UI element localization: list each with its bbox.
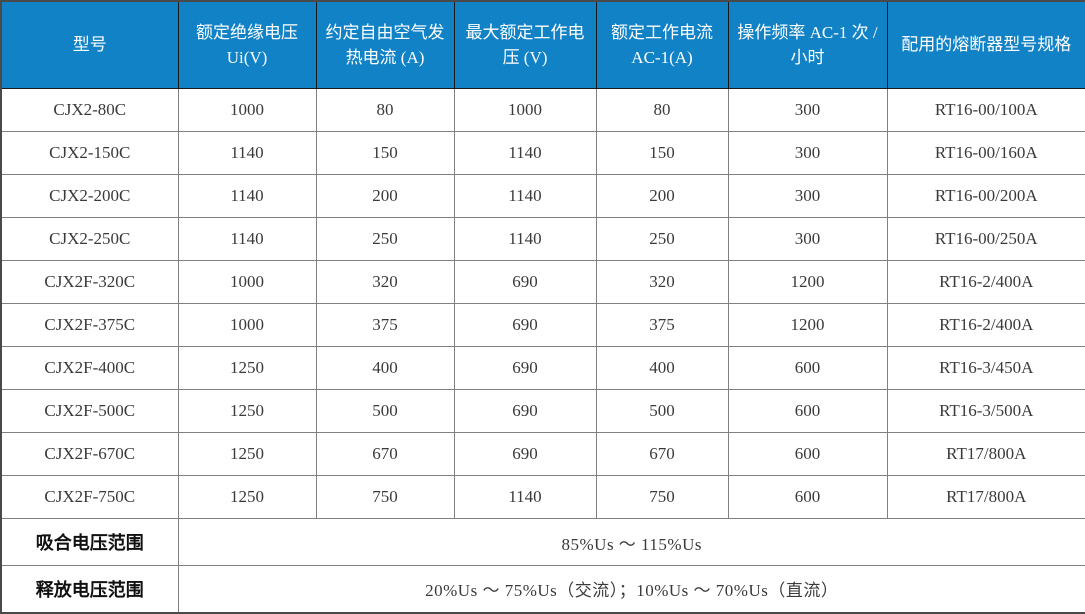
table-cell: 80	[595, 88, 729, 132]
table-cell: 300	[727, 174, 888, 218]
table-cell: 1000	[177, 260, 317, 304]
table-cell: 600	[727, 346, 888, 390]
table-cell: 320	[315, 260, 455, 304]
table-cell: CJX2-250C	[0, 217, 179, 261]
table-row: CJX2-150C 1140 150 1140 150 300 RT16-00/160A	[0, 131, 1085, 175]
table-cell: RT17/800A	[886, 432, 1085, 476]
table-cell: 1000	[177, 88, 317, 132]
table-cell: 375	[315, 303, 455, 347]
table-cell: 1140	[177, 217, 317, 261]
column-header-matching-fuse-spec: 配用的熔断器型号规格	[886, 0, 1085, 89]
table-cell: RT16-2/400A	[886, 260, 1085, 304]
footer-value-pickup-voltage-range: 85%Us ～ 115%Us	[177, 518, 1085, 566]
table-cell: 600	[727, 432, 888, 476]
table-cell: CJX2F-320C	[0, 260, 179, 304]
table-row: CJX2-80C 1000 80 1000 80 300 RT16-00/100A	[0, 88, 1085, 132]
table-cell: RT16-00/100A	[886, 88, 1085, 132]
table-cell: 300	[727, 217, 888, 261]
table-row: CJX2-250C 1140 250 1140 250 300 RT16-00/250A	[0, 217, 1085, 261]
table-row: CJX2F-750C 1250 750 1140 750 600 RT17/800A	[0, 475, 1085, 519]
footer-value-release-voltage-range: 20%Us ～ 75%Us（交流）；10%Us ～ 70%Us（直流）	[177, 565, 1085, 613]
table-cell: 1140	[453, 217, 597, 261]
table-cell: 375	[595, 303, 729, 347]
table-cell: 600	[727, 389, 888, 433]
table-cell: RT16-00/160A	[886, 131, 1085, 175]
table-cell: 690	[453, 389, 597, 433]
table-cell: 690	[453, 346, 597, 390]
table-cell: 1250	[177, 346, 317, 390]
table-cell: 1140	[453, 174, 597, 218]
footer-row-pickup-voltage: 吸合电压范围 85%Us ～ 115%Us	[0, 518, 1085, 566]
table-cell: 500	[595, 389, 729, 433]
table-row: CJX2-200C 1140 200 1140 200 300 RT16-00/200A	[0, 174, 1085, 218]
table-cell: RT16-00/200A	[886, 174, 1085, 218]
table-cell: 1140	[453, 131, 597, 175]
table-cell: CJX2F-500C	[0, 389, 179, 433]
table-cell: 690	[453, 260, 597, 304]
table-cell: CJX2F-400C	[0, 346, 179, 390]
table-cell: 1140	[177, 174, 317, 218]
table-cell: 750	[315, 475, 455, 519]
column-header-max-rated-operating-voltage: 最大额定工作电压 (V)	[453, 0, 597, 89]
table-footer: 吸合电压范围 85%Us ～ 115%Us 释放电压范围 20%Us ～ 75%…	[0, 518, 1085, 613]
column-header-operating-frequency: 操作频率 AC-1 次 / 小时	[727, 0, 888, 89]
table-cell: CJX2F-750C	[0, 475, 179, 519]
table-cell: RT16-3/450A	[886, 346, 1085, 390]
table-cell: RT16-00/250A	[886, 217, 1085, 261]
footer-label-release-voltage-range: 释放电压范围	[0, 565, 179, 613]
column-header-rated-insulation-voltage: 额定绝缘电压 Ui(V)	[177, 0, 317, 89]
table-cell: 670	[315, 432, 455, 476]
table-cell: 200	[315, 174, 455, 218]
table-cell: RT16-3/500A	[886, 389, 1085, 433]
table-cell: 690	[453, 303, 597, 347]
table-row: CJX2F-375C 1000 375 690 375 1200 RT16-2/400A	[0, 303, 1085, 347]
table-cell: CJX2-80C	[0, 88, 179, 132]
table-cell: 600	[727, 475, 888, 519]
footer-row-release-voltage: 释放电压范围 20%Us ～ 75%Us（交流）；10%Us ～ 70%Us（直…	[0, 565, 1085, 613]
table-cell: 1200	[727, 260, 888, 304]
header-row: 型号 额定绝缘电压 Ui(V) 约定自由空气发热电流 (A) 最大额定工作电压 …	[0, 0, 1085, 89]
table-row: CJX2F-400C 1250 400 690 400 600 RT16-3/450A	[0, 346, 1085, 390]
table-row: CJX2F-670C 1250 670 690 670 600 RT17/800A	[0, 432, 1085, 476]
table-cell: CJX2F-670C	[0, 432, 179, 476]
table-row: CJX2F-320C 1000 320 690 320 1200 RT16-2/400A	[0, 260, 1085, 304]
table-cell: 1140	[453, 475, 597, 519]
table-cell: 150	[595, 131, 729, 175]
table-cell: 670	[595, 432, 729, 476]
table-cell: RT16-2/400A	[886, 303, 1085, 347]
table-cell: 1140	[177, 131, 317, 175]
table-cell: CJX2F-375C	[0, 303, 179, 347]
footer-label-pickup-voltage-range: 吸合电压范围	[0, 518, 179, 566]
table-cell: RT17/800A	[886, 475, 1085, 519]
table-cell: 400	[315, 346, 455, 390]
table-body: CJX2-80C 1000 80 1000 80 300 RT16-00/100A CJX2-…	[0, 88, 1085, 519]
table-row: CJX2F-500C 1250 500 690 500 600 RT16-3/500A	[0, 389, 1085, 433]
table-cell: CJX2-200C	[0, 174, 179, 218]
table-cell: 300	[727, 88, 888, 132]
table-cell: 1200	[727, 303, 888, 347]
table-cell: 300	[727, 131, 888, 175]
table-cell: 1000	[453, 88, 597, 132]
table-cell: 500	[315, 389, 455, 433]
table-cell: 250	[315, 217, 455, 261]
table-cell: 1250	[177, 432, 317, 476]
table-cell: 320	[595, 260, 729, 304]
table-cell: 400	[595, 346, 729, 390]
table-cell: 1250	[177, 475, 317, 519]
table-cell: 1250	[177, 389, 317, 433]
table-cell: 750	[595, 475, 729, 519]
table-cell: 150	[315, 131, 455, 175]
table-cell: 80	[315, 88, 455, 132]
table-cell: 1000	[177, 303, 317, 347]
table-cell: 690	[453, 432, 597, 476]
column-header-model: 型号	[0, 0, 179, 89]
column-header-conventional-free-air-thermal-current: 约定自由空气发热电流 (A)	[315, 0, 455, 89]
table-cell: 250	[595, 217, 729, 261]
table-cell: CJX2-150C	[0, 131, 179, 175]
table-cell: 200	[595, 174, 729, 218]
column-header-rated-operating-current: 额定工作电流 AC-1(A)	[595, 0, 729, 89]
